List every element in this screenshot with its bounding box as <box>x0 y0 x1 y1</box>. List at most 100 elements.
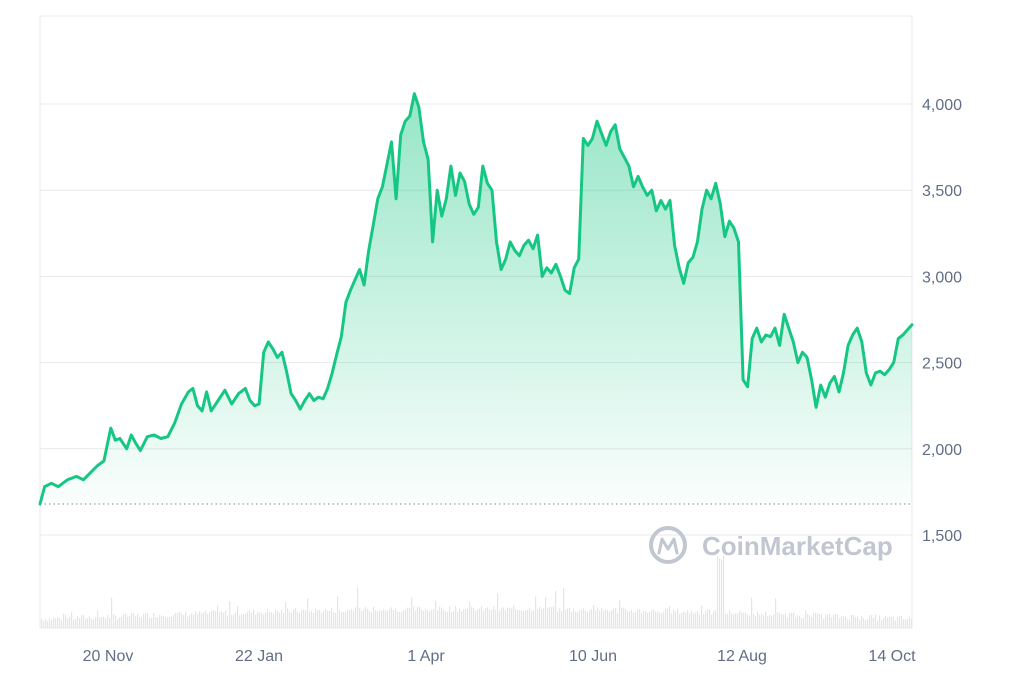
volume-bar <box>875 614 877 628</box>
volume-bar <box>447 611 449 628</box>
volume-bar <box>191 613 193 628</box>
volume-bar <box>339 609 341 628</box>
volume-bar <box>461 611 463 628</box>
volume-bar <box>401 612 403 628</box>
volume-bar <box>867 618 869 628</box>
volume-bar <box>135 615 137 628</box>
volume-bar <box>83 615 85 628</box>
volume-bar <box>299 613 301 628</box>
price-point <box>446 198 447 199</box>
volume-bar <box>551 607 553 628</box>
volume-bar <box>325 608 327 628</box>
volume-bar <box>669 606 671 628</box>
price-point <box>359 269 360 270</box>
volume-bar <box>347 610 349 628</box>
volume-bar <box>349 610 351 628</box>
price-point <box>647 195 648 196</box>
price-point <box>386 164 387 165</box>
price-point <box>391 141 392 142</box>
volume-bar <box>477 608 479 628</box>
volume-bar <box>755 616 757 628</box>
volume-bar <box>377 611 379 628</box>
volume-bar <box>645 611 647 628</box>
volume-bar <box>813 612 815 628</box>
volume-bar <box>585 611 587 628</box>
volume-bar <box>345 611 347 628</box>
volume-bar <box>413 606 415 628</box>
volume-bar <box>631 610 633 628</box>
volume-bar <box>287 608 289 628</box>
volume-bar <box>363 609 365 628</box>
price-point <box>464 181 465 182</box>
volume-bar <box>601 608 603 628</box>
volume-bar <box>77 616 79 628</box>
price-point <box>323 398 324 399</box>
price-point <box>514 250 515 251</box>
volume-bar <box>175 612 177 628</box>
volume-bar <box>269 612 271 628</box>
price-point <box>761 341 762 342</box>
volume-bar <box>139 616 141 628</box>
price-point <box>519 255 520 256</box>
volume-bar <box>199 611 201 628</box>
volume-bar <box>457 611 459 628</box>
volume-bar <box>695 612 697 628</box>
volume-bar <box>873 617 875 628</box>
price-point <box>58 486 59 487</box>
volume-bar <box>581 609 583 628</box>
volume-bar <box>403 610 405 628</box>
volume-bar <box>101 617 103 628</box>
volume-bar <box>689 613 691 628</box>
price-point <box>697 241 698 242</box>
price-point <box>733 228 734 229</box>
price-point <box>478 207 479 208</box>
price-point <box>711 198 712 199</box>
price-point <box>318 397 319 398</box>
volume-bar <box>283 612 285 628</box>
volume-bar <box>479 608 481 628</box>
volume-bar <box>423 611 425 628</box>
volume-bar <box>779 612 781 628</box>
volume-bar <box>259 612 261 628</box>
volume-bar <box>207 613 209 628</box>
volume-bar <box>643 610 645 628</box>
volume-bar <box>485 607 487 628</box>
price-point <box>587 145 588 146</box>
price-point <box>756 328 757 329</box>
volume-bar <box>753 614 755 628</box>
volume-bar <box>145 613 147 628</box>
price-point <box>249 400 250 401</box>
volume-bar <box>91 618 93 628</box>
price-point <box>409 116 410 117</box>
volume-bar <box>133 613 135 628</box>
volume-bar <box>759 614 761 628</box>
volume-bar <box>877 620 879 628</box>
price-point <box>286 371 287 372</box>
volume-bar <box>51 619 53 628</box>
volume-bar <box>829 613 831 628</box>
price-point <box>683 283 684 284</box>
volume-bar <box>393 609 395 628</box>
volume-bar <box>655 611 657 628</box>
price-point <box>546 267 547 268</box>
price-point <box>300 409 301 410</box>
volume-bar <box>751 597 753 628</box>
volume-bar <box>733 614 735 628</box>
volume-bar <box>895 620 897 628</box>
price-point <box>418 107 419 108</box>
price-point <box>354 279 355 280</box>
volume-bar <box>209 612 211 628</box>
price-point <box>345 302 346 303</box>
price-point <box>364 284 365 285</box>
volume-bar <box>505 610 507 628</box>
volume-bar <box>219 612 221 628</box>
price-point <box>441 216 442 217</box>
volume-bar <box>821 614 823 628</box>
price-point <box>825 397 826 398</box>
volume-bar <box>861 615 863 628</box>
volume-bar <box>313 612 315 628</box>
volume-bar <box>205 610 207 628</box>
volume-bar <box>41 619 43 628</box>
volume-bar <box>225 610 227 628</box>
volume-bar <box>247 611 249 628</box>
